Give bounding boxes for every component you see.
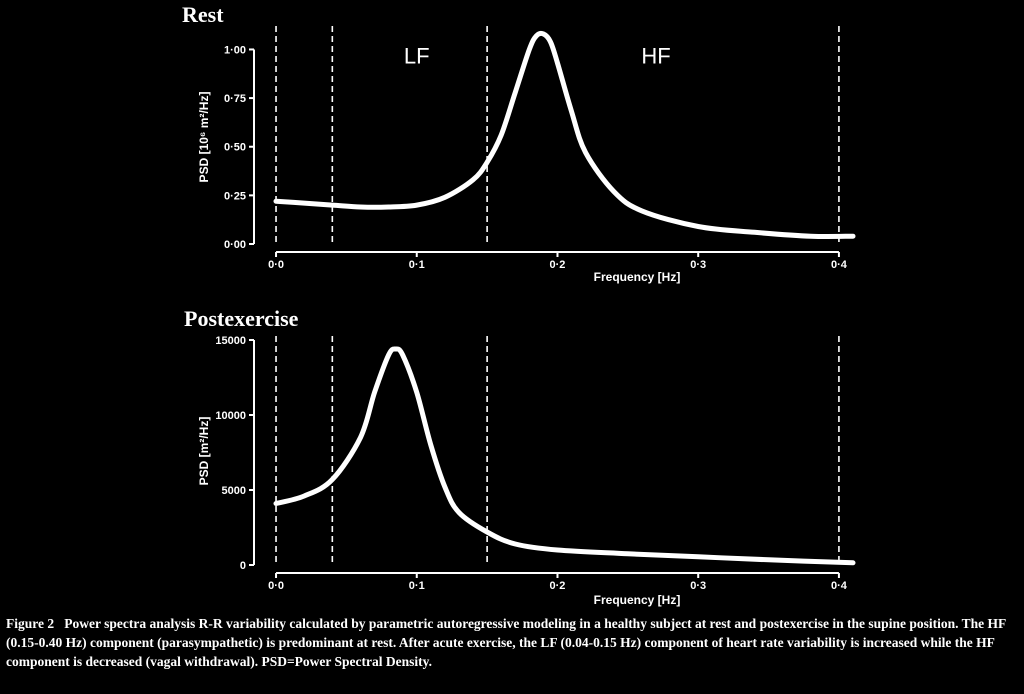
postexercise-y-tick-label: 10000 [215,410,246,422]
caption-text: Power spectra analysis R-R variability c… [6,616,1006,669]
rest-y-tick-label: 1·00 [224,44,246,56]
rest-band-label-hf: HF [641,43,670,68]
postexercise-x-axis-label: Frequency [Hz] [594,593,681,607]
postexercise-x-tick-label: 0·3 [690,580,706,592]
postexercise-x-tick-label: 0·0 [268,580,284,592]
postexercise-psd-curve [273,346,856,566]
rest-x-tick-label: 0·4 [831,259,848,271]
postexercise-y-tick-label: 0 [240,560,246,572]
postexercise-y-tick-label: 5000 [222,485,246,497]
rest-x-tick-label: 0·3 [690,259,706,271]
postexercise-plot-area: 0·0 0·1 0·2 0·3 0·4 0 5000 10000 15000 [215,335,856,592]
rest-panel: Rest 0·0 0·1 0·2 0·3 0·4 0·00 0·25 0·50 0·75 1·00… [182,2,856,284]
postexercise-x-tick-label: 0·4 [831,580,848,592]
rest-y-axis-label: PSD [10⁶ m²/Hz] [197,92,211,183]
figure-caption: Figure 2 Power spectra analysis R-R vari… [6,614,1018,671]
postexercise-x-tick-label: 0·1 [409,580,425,592]
rest-x-axis-label: Frequency [Hz] [594,270,681,284]
rest-x-tick-label: 0·2 [550,259,566,271]
rest-title: Rest [182,2,224,27]
rest-y-tick-label: 0·00 [224,239,246,251]
rest-y-tick-label: 0·25 [224,190,246,202]
postexercise-title: Postexercise [184,306,299,331]
postexercise-panel: Postexercise 0·0 0·1 0·2 0·3 0·4 0 5000 10000 15… [184,306,856,607]
rest-x-tick-label: 0·1 [409,259,425,271]
rest-y-tick-label: 0·50 [224,142,246,154]
caption-label: Figure 2 [6,616,55,631]
rest-psd-curve [273,30,856,240]
rest-plot-area: 0·0 0·1 0·2 0·3 0·4 0·00 0·25 0·50 0·75 1·00 LF HF [224,26,856,271]
rest-band-label-lf: LF [404,43,430,68]
postexercise-y-tick-label: 15000 [215,335,246,347]
postexercise-y-axis-label: PSD [m²/Hz] [197,417,211,486]
postexercise-x-tick-label: 0·2 [550,580,566,592]
rest-x-tick-label: 0·0 [268,259,284,271]
rest-y-tick-label: 0·75 [224,93,246,105]
figure: Rest 0·0 0·1 0·2 0·3 0·40·000·250·500·751·00… [182,2,856,607]
